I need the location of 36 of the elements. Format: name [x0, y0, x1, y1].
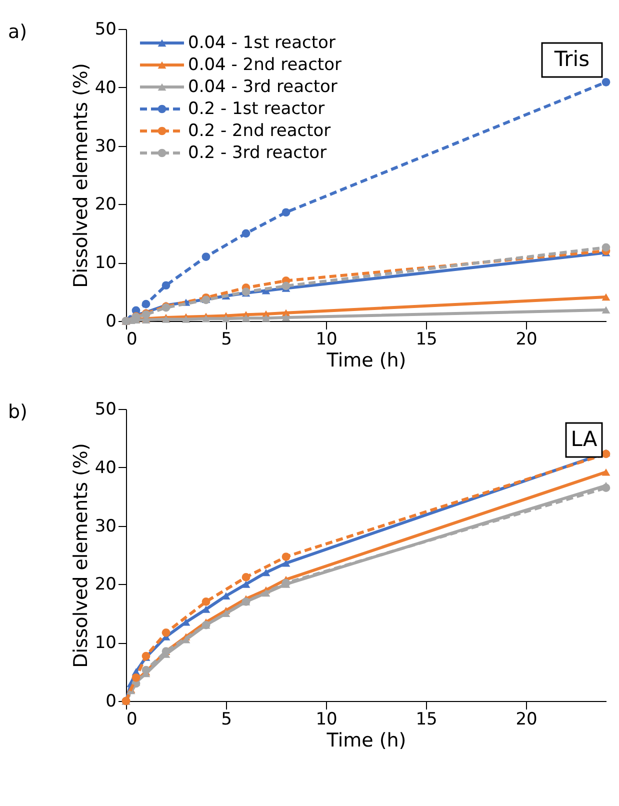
x-tick-label: 5: [221, 330, 232, 350]
x-tick-label: 0: [126, 330, 138, 350]
y-tick-label: 0: [106, 692, 116, 712]
legend-label: 0.2 - 3rd reactor: [188, 143, 327, 163]
y-axis-title: Dissolved elements (%): [70, 63, 92, 288]
y-tick-label: 10: [94, 633, 116, 654]
legend-label: 0.04 - 3rd reactor: [188, 77, 338, 97]
text: a): [8, 21, 28, 43]
y-tick-label: 50: [94, 20, 116, 40]
y-tick-label: 30: [94, 136, 116, 156]
y-axis-title: Dissolved elements (%): [70, 443, 92, 668]
annotation: Tris: [553, 47, 590, 71]
legend-label: 0.2 - 2nd reactor: [188, 121, 331, 141]
x-axis-title: Time (h): [326, 350, 406, 372]
legend-label: 0.04 - 2nd reactor: [188, 55, 342, 75]
x-tick-label: 20: [516, 710, 538, 730]
y-tick-label: 30: [94, 516, 116, 536]
y-tick-label: 20: [94, 574, 116, 595]
legend-label: 0.04 - 1st reactor: [188, 33, 336, 53]
legend-label: 0.2 - 1st reactor: [188, 99, 325, 119]
x-tick-label: 15: [416, 330, 438, 350]
x-axis-title: Time (h): [326, 730, 406, 752]
text: b): [8, 401, 28, 423]
annotation: LA: [570, 427, 598, 451]
x-tick-label: 15: [416, 710, 438, 730]
x-tick-label: 5: [221, 710, 232, 730]
y-tick-label: 0: [106, 312, 116, 332]
x-tick-label: 0: [126, 710, 138, 730]
x-tick-label: 10: [316, 330, 338, 350]
y-tick-label: 40: [94, 78, 116, 98]
y-tick-label: 20: [94, 194, 116, 215]
y-tick-label: 40: [94, 458, 116, 478]
y-tick-label: 10: [94, 253, 116, 274]
y-tick-label: 50: [94, 400, 116, 420]
x-tick-label: 10: [316, 710, 338, 730]
x-tick-label: 20: [516, 330, 538, 350]
